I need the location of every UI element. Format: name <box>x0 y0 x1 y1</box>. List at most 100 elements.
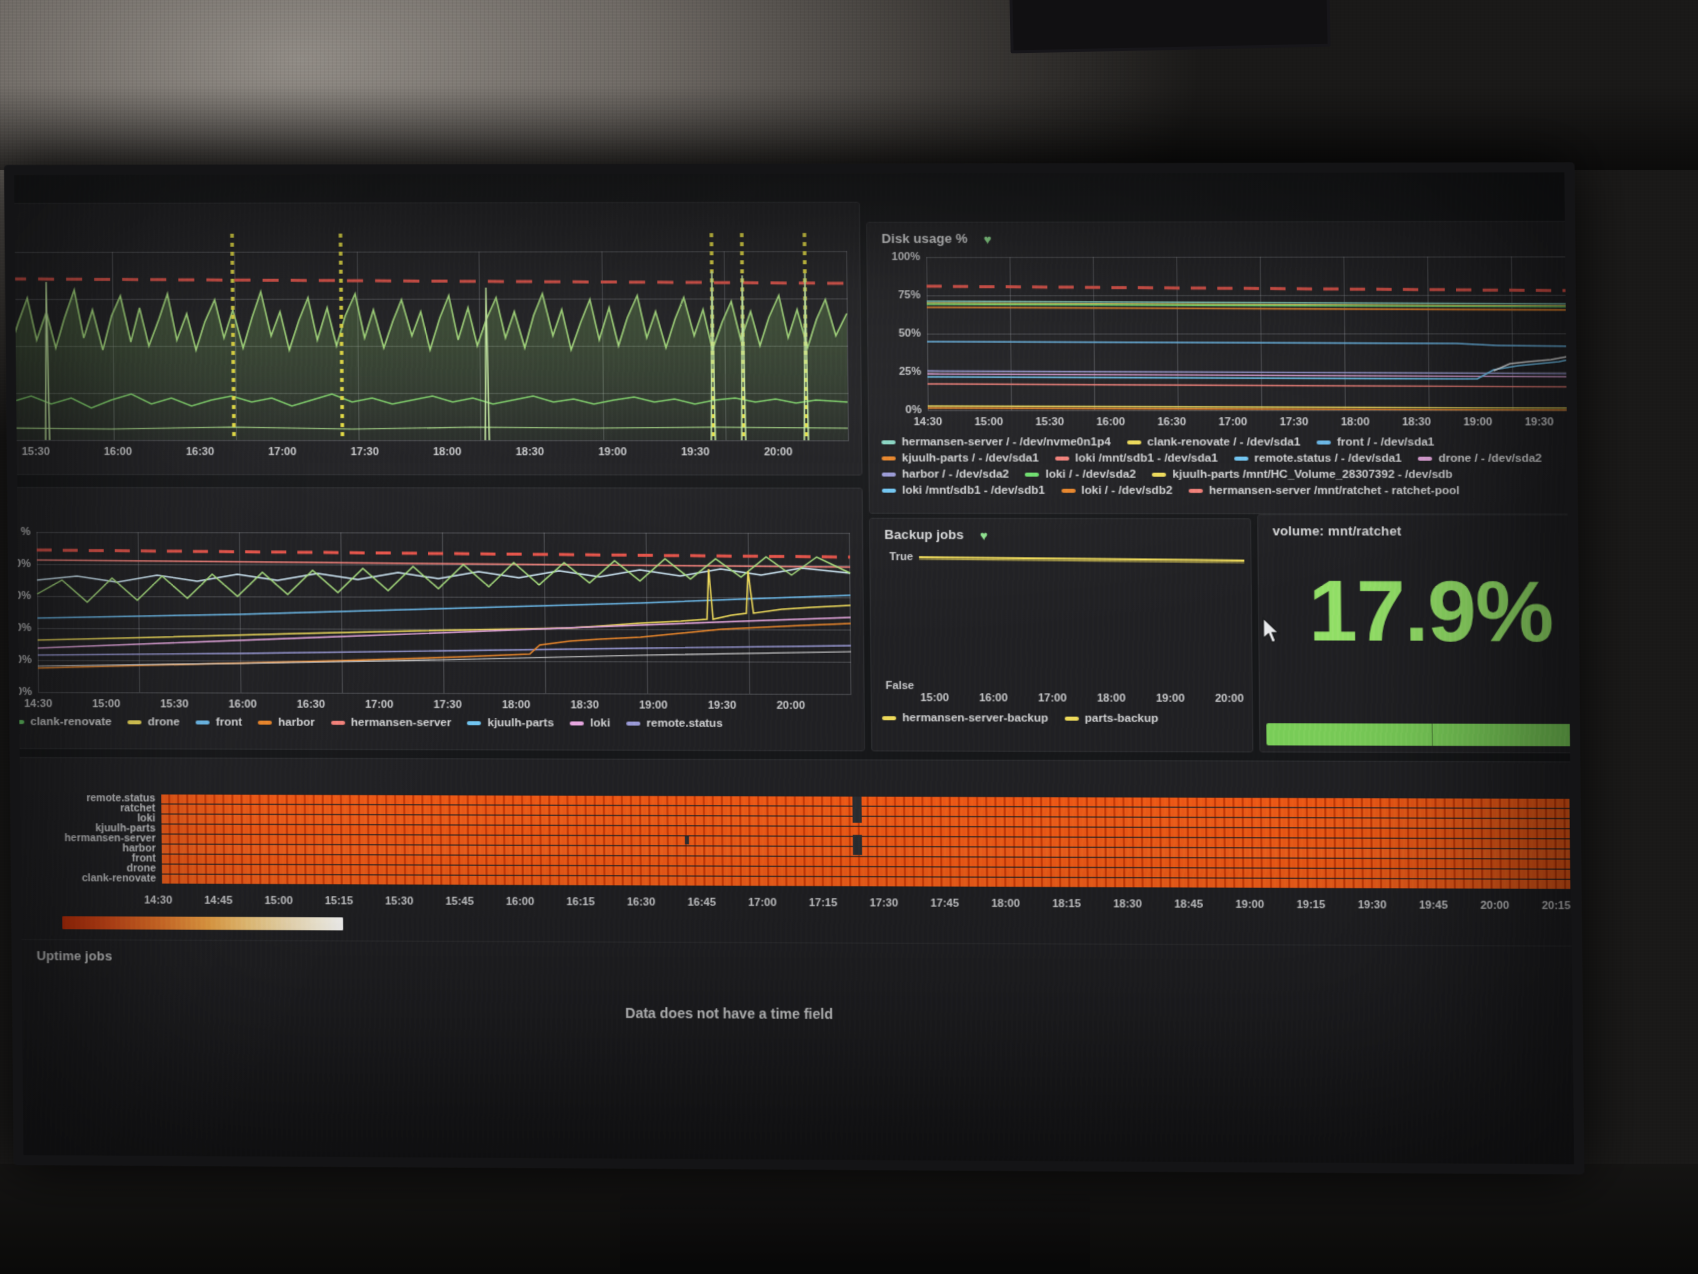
legend-label: loki / - /dev/sda2 <box>1045 468 1136 481</box>
legend-item[interactable]: drone / - /dev/sda2 <box>1418 453 1542 465</box>
legend-label: harbor / - /dev/sda2 <box>901 468 1010 481</box>
disk-legend[interactable]: hermansen-server / - /dev/nvme0n1p4 clan… <box>881 436 1584 501</box>
monitor-screen: CPU usage ♥ <box>4 162 1585 1175</box>
legend-swatch <box>1188 488 1203 493</box>
heart-icon: ♥ <box>983 231 992 247</box>
legend-swatch <box>1054 456 1070 461</box>
legend-swatch <box>10 719 25 725</box>
memory-y-axis: % 0% 0% 0% 20% 0% <box>9 526 33 699</box>
uptime-jobs-empty-message: Data does not have a time field <box>625 1004 834 1022</box>
legend-swatch <box>127 720 142 725</box>
heatmap-row-label: clank-renovate <box>81 872 157 885</box>
legend-item[interactable]: kjuulh-parts <box>467 717 554 729</box>
legend-item[interactable]: remote.status <box>626 718 723 730</box>
panel-servers-up[interactable]: Servers up remote.status ratchet loki kj… <box>4 756 1585 956</box>
legend-label: remote.status / - /dev/sda1 <box>1254 452 1402 465</box>
legend-swatch <box>1025 472 1040 477</box>
servers-up-x-axis: 14:30 14:45 15:00 15:15 15:30 15:45 16:0… <box>144 894 1571 913</box>
legend-label: harbor <box>278 716 315 729</box>
legend-swatch <box>881 488 897 493</box>
backup-series <box>919 557 1246 687</box>
legend-swatch <box>1061 488 1076 493</box>
backup-y-axis: True False <box>885 551 915 693</box>
legend-swatch <box>1126 440 1142 445</box>
memory-plot-area <box>37 532 852 695</box>
legend-label: loki <box>590 717 611 730</box>
legend-label: parts-backup <box>1084 712 1159 725</box>
panel-cpu-usage[interactable]: CPU usage ♥ <box>4 201 863 476</box>
panel-disk-title: Disk usage % ♥ <box>881 230 992 247</box>
legend-item[interactable]: kjuulh-parts / - /dev/sda1 <box>881 452 1039 465</box>
grafana-dashboard: CPU usage ♥ <box>4 172 1585 1175</box>
legend-item[interactable]: harbor <box>258 717 315 729</box>
legend-item[interactable]: loki / - /dev/sda2 <box>1025 469 1136 481</box>
legend-swatch <box>1316 440 1331 445</box>
wall-shadow <box>0 0 1698 170</box>
legend-swatch <box>569 721 585 726</box>
memory-legend[interactable]: clank-renovate drone front harbor herman… <box>10 716 856 734</box>
legend-item[interactable]: front <box>195 716 243 729</box>
legend-swatch <box>467 721 482 726</box>
heatmap-gap-cell <box>852 834 863 856</box>
legend-swatch <box>1152 472 1167 477</box>
disk-y-axis: 100% 75% 50% 25% 0% <box>891 251 922 417</box>
panel-disk-usage[interactable]: Disk usage % ♥ 100% 75% 50% 25% 0% <box>866 220 1585 515</box>
legend-swatch <box>881 440 896 445</box>
legend-label: remote.status <box>646 717 723 730</box>
panel-backup-title: Backup jobs ♥ <box>884 526 988 544</box>
legend-swatch <box>330 720 345 725</box>
legend-label: hermansen-server /mnt/ratchet - ratchet-… <box>1209 484 1460 498</box>
volume-stat-value: 17.9% <box>1308 562 1554 661</box>
legend-item[interactable]: loki /mnt/sdb1 - /dev/sda1 <box>1054 452 1218 465</box>
wall-frame <box>1009 0 1331 54</box>
legend-label: loki /mnt/sdb1 - /dev/sda1 <box>1075 452 1218 465</box>
legend-swatch <box>258 720 273 725</box>
legend-item[interactable]: kjuulh-parts /mnt/HC_Volume_28307392 - /… <box>1152 469 1453 481</box>
legend-label: front <box>215 716 243 729</box>
legend-label: hermansen-server-backup <box>902 712 1049 725</box>
panel-backup-jobs[interactable]: Backup jobs ♥ True False 15:00 16:00 17:… <box>868 517 1254 753</box>
legend-item[interactable]: loki / - /dev/sdb2 <box>1061 485 1172 497</box>
legend-label: kjuulh-parts <box>487 717 554 730</box>
legend-swatch <box>1418 456 1433 461</box>
backup-x-axis: 15:00 16:00 17:00 18:00 19:00 20:00 <box>920 692 1244 705</box>
legend-swatch <box>881 472 896 477</box>
legend-item[interactable]: clank-renovate / - /dev/sda1 <box>1126 436 1300 449</box>
legend-item[interactable]: hermansen-server-backup <box>882 712 1048 725</box>
servers-up-heatmap: remote.status ratchet loki kjuulh-parts … <box>64 792 1571 889</box>
volume-stat-bar <box>1266 723 1585 747</box>
legend-label: kjuulh-parts / - /dev/sda1 <box>901 452 1039 465</box>
legend-swatch <box>195 720 210 725</box>
legend-item[interactable]: hermansen-server / - /dev/nvme0n1p4 <box>881 436 1111 448</box>
backup-legend[interactable]: hermansen-server-backup parts-backup <box>882 712 1248 729</box>
legend-label: drone / - /dev/sda2 <box>1438 452 1542 465</box>
legend-label: drone <box>147 716 180 729</box>
legend-label: hermansen-server <box>350 716 452 730</box>
legend-item[interactable]: harbor / - /dev/sda2 <box>881 468 1010 481</box>
panel-volume-stat[interactable]: volume: mnt/ratchet 17.9% <box>1257 514 1585 754</box>
legend-item[interactable]: loki /mnt/sdb1 - /dev/sdb1 <box>881 485 1045 497</box>
legend-item[interactable]: loki <box>569 717 611 730</box>
legend-swatch <box>1233 456 1249 461</box>
monitor-stand <box>620 1194 1090 1274</box>
backup-plot-area <box>919 557 1246 687</box>
cpu-series <box>4 251 849 440</box>
panel-uptime-jobs[interactable]: Uptime jobs Data does not have a time fi… <box>4 938 1585 1175</box>
cpu-plot-area <box>4 251 849 440</box>
legend-item[interactable]: drone <box>127 716 180 729</box>
panel-memory-usage[interactable]: Memory usage % ♥ % 0% 0% 0% 20% 0% <box>4 486 866 752</box>
legend-item[interactable]: hermansen-server <box>330 716 452 730</box>
legend-label: front / - /dev/sda1 <box>1336 436 1435 449</box>
legend-item[interactable]: hermansen-server /mnt/ratchet - ratchet-… <box>1188 484 1460 498</box>
panel-volume-title: volume: mnt/ratchet <box>1272 523 1402 539</box>
legend-swatch <box>881 456 896 461</box>
panel-uptime-jobs-title: Uptime jobs <box>36 948 113 964</box>
disk-plot-area <box>926 256 1585 410</box>
heatmap-gap-cell <box>852 796 862 823</box>
legend-swatch <box>626 721 641 726</box>
legend-item[interactable]: clank-renovate <box>10 716 112 729</box>
legend-item[interactable]: front / - /dev/sda1 <box>1316 436 1435 449</box>
legend-item[interactable]: remote.status / - /dev/sda1 <box>1233 452 1402 465</box>
legend-label: clank-renovate <box>30 716 112 729</box>
legend-item[interactable]: parts-backup <box>1064 713 1158 725</box>
